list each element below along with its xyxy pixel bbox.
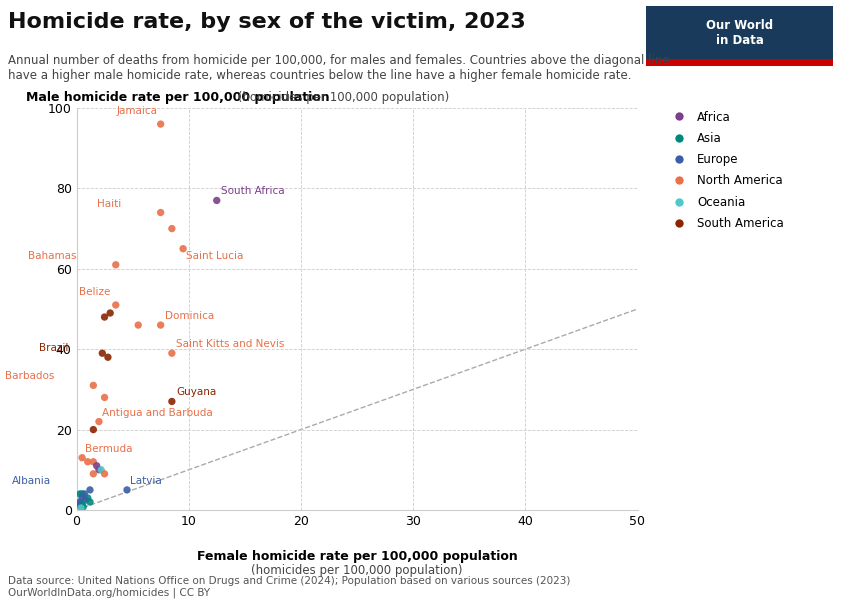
Point <box>79 495 93 505</box>
Text: Homicide rate, by sex of the victim, 2023: Homicide rate, by sex of the victim, 202… <box>8 12 526 32</box>
Point <box>154 320 167 330</box>
Point <box>165 224 178 233</box>
Point <box>109 300 122 310</box>
Point <box>90 461 104 470</box>
Text: Belize: Belize <box>79 287 110 297</box>
Text: Guyana: Guyana <box>176 388 217 397</box>
Point <box>165 349 178 358</box>
Point <box>76 489 89 499</box>
Text: Brazil: Brazil <box>39 343 69 353</box>
Text: Data source: United Nations Office on Drugs and Crime (2024); Population based o: Data source: United Nations Office on Dr… <box>8 576 571 598</box>
Point <box>76 502 90 512</box>
Point <box>154 208 167 217</box>
Text: Dominica: Dominica <box>165 311 214 321</box>
Point <box>87 457 100 467</box>
Point <box>92 417 105 427</box>
Text: Annual number of deaths from homicide per 100,000, for males and females. Countr: Annual number of deaths from homicide pe… <box>8 54 670 82</box>
Text: Latvia: Latvia <box>130 476 162 486</box>
Text: Saint Lucia: Saint Lucia <box>186 251 244 261</box>
Text: Male homicide rate per 100,000 population: Male homicide rate per 100,000 populatio… <box>26 91 330 104</box>
Text: Bermuda: Bermuda <box>86 444 133 454</box>
Text: Haiti: Haiti <box>97 199 122 209</box>
Point <box>83 485 97 494</box>
Point <box>132 320 145 330</box>
Legend: Africa, Asia, Europe, North America, Oceania, South America: Africa, Asia, Europe, North America, Oce… <box>663 106 789 235</box>
Point <box>76 453 89 463</box>
Point <box>87 469 100 479</box>
Point <box>74 503 88 513</box>
Text: Female homicide rate per 100,000 population: Female homicide rate per 100,000 populat… <box>196 550 518 563</box>
Point <box>76 493 89 503</box>
Point <box>74 501 88 511</box>
Point <box>95 349 109 358</box>
Text: (homicides per 100,000 population): (homicides per 100,000 population) <box>252 564 462 577</box>
Text: Barbados: Barbados <box>5 371 54 382</box>
Point <box>109 260 122 269</box>
Point <box>120 485 133 494</box>
Point <box>76 499 89 509</box>
Point <box>73 501 87 511</box>
Text: (homicides per 100,000 population): (homicides per 100,000 population) <box>234 91 449 104</box>
Point <box>98 312 111 322</box>
Text: Albania: Albania <box>12 476 51 486</box>
Point <box>83 497 97 507</box>
Point <box>165 397 178 406</box>
Point <box>73 497 87 507</box>
Point <box>210 196 224 205</box>
Text: Our World
in Data: Our World in Data <box>706 19 773 47</box>
Point <box>73 489 87 499</box>
Text: Saint Kitts and Nevis: Saint Kitts and Nevis <box>176 339 285 349</box>
Point <box>98 392 111 402</box>
Point <box>98 469 111 479</box>
Point <box>87 425 100 434</box>
Point <box>154 119 167 129</box>
Point <box>77 489 91 499</box>
Text: South Africa: South Africa <box>221 187 285 196</box>
Point <box>81 457 94 467</box>
Text: Jamaica: Jamaica <box>116 106 157 116</box>
Text: Bahamas: Bahamas <box>28 251 76 261</box>
Text: Antigua and Barbuda: Antigua and Barbuda <box>102 407 213 418</box>
Point <box>176 244 190 254</box>
Point <box>81 493 94 503</box>
Point <box>101 352 115 362</box>
Point <box>92 465 105 475</box>
Point <box>87 380 100 390</box>
Point <box>104 308 117 318</box>
Point <box>72 499 86 509</box>
Point <box>94 465 108 475</box>
